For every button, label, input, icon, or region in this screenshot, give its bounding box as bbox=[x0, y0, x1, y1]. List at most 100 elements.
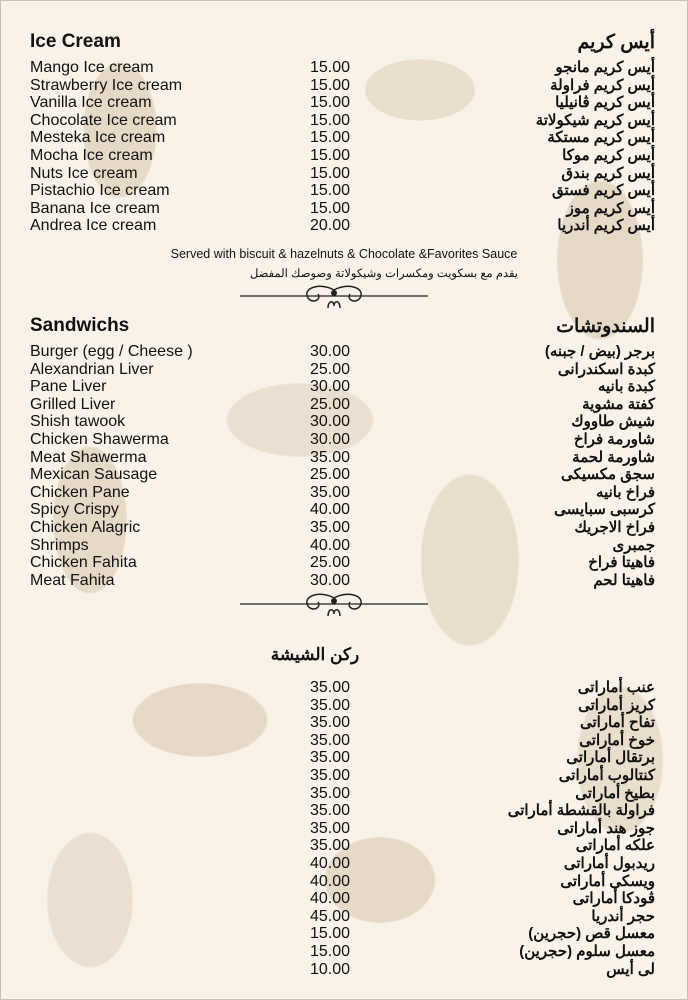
item-price: 40.00 bbox=[310, 890, 351, 908]
item-price: 25.00 bbox=[310, 360, 351, 378]
ice-cream-title-ar: أيس كريم bbox=[577, 32, 655, 53]
item-name-en: Meat Shawerma bbox=[30, 448, 147, 466]
item-price: 15.00 bbox=[310, 147, 351, 164]
item-name-ar: سجق مكسيكى bbox=[561, 466, 655, 484]
item-name-en: Pane Liver bbox=[30, 378, 107, 396]
item-price: 30.00 bbox=[310, 378, 351, 396]
item-price: 15.00 bbox=[310, 199, 351, 217]
item-price: 35.00 bbox=[310, 784, 351, 802]
item-name-ar: فراولة بالقشطة أماراتى bbox=[507, 802, 655, 820]
item-price: 25.00 bbox=[310, 466, 351, 484]
item-price: 45.00 bbox=[310, 907, 351, 925]
item-name-ar: كرسبى سبايسى bbox=[554, 501, 655, 519]
item-price: 40.00 bbox=[310, 501, 351, 519]
sandwiches-title-ar: السندوتشات bbox=[556, 316, 655, 337]
item-name-ar: بطيخ أماراتى bbox=[575, 784, 655, 802]
item-price: 10.00 bbox=[310, 960, 351, 978]
item-name-ar: فاهيتا لحم bbox=[593, 571, 655, 589]
item-name-ar: كبدة اسكندرانى bbox=[557, 360, 655, 378]
item-price: 15.00 bbox=[310, 943, 351, 960]
item-name-ar: أيس كريم فراولة bbox=[550, 76, 655, 94]
item-name-en: Nuts Ice cream bbox=[30, 164, 138, 182]
item-name-en: Banana Ice cream bbox=[30, 199, 160, 217]
item-name-ar: أيس كريم ڤانيليا bbox=[555, 94, 655, 112]
item-name-en: Spicy Crispy bbox=[30, 501, 119, 519]
ice-cream-title-en: Ice Cream bbox=[30, 31, 121, 52]
item-price: 35.00 bbox=[310, 802, 351, 820]
item-name-en: Strawberry Ice cream bbox=[30, 76, 183, 94]
item-name-ar: كريز أماراتى bbox=[578, 696, 655, 714]
item-name-en: Mocha Ice cream bbox=[30, 147, 153, 164]
item-name-ar: أيس كريم شيكولاتة bbox=[535, 111, 655, 129]
item-price: 35.00 bbox=[310, 448, 351, 466]
item-price: 25.00 bbox=[310, 395, 351, 413]
item-name-ar: كبدة بانيه bbox=[597, 378, 655, 396]
item-name-ar: معسل قص (حجرين) bbox=[528, 925, 655, 943]
item-name-en: Shish tawook bbox=[30, 413, 126, 431]
item-price: 40.00 bbox=[310, 536, 351, 554]
item-name-en: Mesteka Ice cream bbox=[30, 129, 166, 147]
item-name-ar: شاورمة لحمة bbox=[572, 448, 655, 466]
item-price: 15.00 bbox=[310, 76, 351, 94]
ice-cream-note-en: Served with biscuit & hazelnuts & Chocol… bbox=[170, 247, 518, 261]
shisha-title-ar: ركن الشيشة bbox=[270, 645, 360, 664]
item-name-en: Pistachio Ice cream bbox=[30, 182, 170, 200]
item-name-en: Chocolate Ice cream bbox=[30, 111, 177, 129]
item-name-en: Chicken Shawerma bbox=[30, 431, 169, 448]
item-name-en: Andrea Ice cream bbox=[30, 217, 157, 235]
item-price: 30.00 bbox=[310, 413, 351, 431]
item-price: 35.00 bbox=[310, 519, 351, 536]
item-name-ar: فاهيتا فراخ bbox=[588, 554, 655, 572]
item-name-ar: ويسكى أماراتى bbox=[560, 872, 655, 890]
item-name-ar: برتقال أماراتى bbox=[566, 749, 655, 767]
item-name-ar: أيس كريم مانجو bbox=[555, 59, 655, 76]
item-name-en: Shrimps bbox=[30, 536, 89, 554]
item-name-en: Chicken Pane bbox=[30, 483, 130, 501]
item-price: 35.00 bbox=[310, 837, 351, 855]
item-name-ar: جوز هند أماراتى bbox=[557, 819, 655, 837]
item-price: 35.00 bbox=[310, 731, 351, 749]
item-name-en: Alexandrian Liver bbox=[30, 360, 154, 378]
item-name-ar: تفاح أماراتى bbox=[579, 714, 655, 732]
item-price: 20.00 bbox=[310, 217, 351, 235]
item-name-ar: فراخ الاجريك bbox=[574, 519, 655, 536]
item-name-ar: معسل سلوم (حجرين) bbox=[519, 943, 655, 960]
item-name-en: Mango Ice cream bbox=[30, 59, 154, 76]
item-name-ar: جمبرى bbox=[612, 536, 656, 554]
item-name-en: Burger (egg / Cheese ) bbox=[30, 343, 193, 360]
item-name-ar: عنب أماراتى bbox=[577, 679, 655, 696]
item-name-en: Meat Fahita bbox=[30, 571, 115, 589]
item-price: 35.00 bbox=[310, 679, 351, 696]
item-price: 30.00 bbox=[310, 343, 351, 360]
item-price: 30.00 bbox=[310, 571, 351, 589]
item-price: 35.00 bbox=[310, 696, 351, 714]
item-price: 40.00 bbox=[310, 872, 351, 890]
item-name-en: Chicken Fahita bbox=[30, 554, 137, 572]
item-name-ar: خوخ أماراتى bbox=[579, 731, 655, 749]
item-name-ar: كفتة مشوية bbox=[582, 395, 655, 413]
item-price: 15.00 bbox=[310, 129, 351, 147]
item-name-en: Mexican Sausage bbox=[30, 466, 158, 484]
item-name-en: Vanilla Ice cream bbox=[30, 94, 152, 112]
item-price: 35.00 bbox=[310, 749, 351, 767]
item-name-ar: لى أيس bbox=[606, 960, 655, 978]
item-price: 15.00 bbox=[310, 94, 351, 112]
item-name-ar: أيس كريم موكا bbox=[562, 147, 655, 164]
item-price: 35.00 bbox=[310, 819, 351, 837]
ice-cream-note-ar: يقدم مع بسكويت ومكسرات وشيكولاتة وصوصك ا… bbox=[250, 268, 518, 280]
item-name-ar: أيس كريم موز bbox=[566, 199, 655, 217]
item-name-ar: أيس كريم أندريا bbox=[557, 217, 655, 235]
item-name-en: Chicken Alagric bbox=[30, 519, 141, 536]
sandwiches-title-en: Sandwichs bbox=[30, 315, 130, 336]
item-name-ar: أيس كريم بندق bbox=[561, 164, 655, 182]
item-price: 35.00 bbox=[310, 483, 351, 501]
item-price: 15.00 bbox=[310, 59, 351, 76]
item-price: 35.00 bbox=[310, 714, 351, 732]
item-price: 15.00 bbox=[310, 111, 351, 129]
item-price: 15.00 bbox=[310, 164, 351, 182]
item-name-en: Grilled Liver bbox=[30, 395, 116, 413]
item-price: 25.00 bbox=[310, 554, 351, 572]
item-name-ar: حجر أندريا bbox=[591, 907, 655, 925]
item-name-ar: علكه أماراتى bbox=[575, 837, 655, 855]
